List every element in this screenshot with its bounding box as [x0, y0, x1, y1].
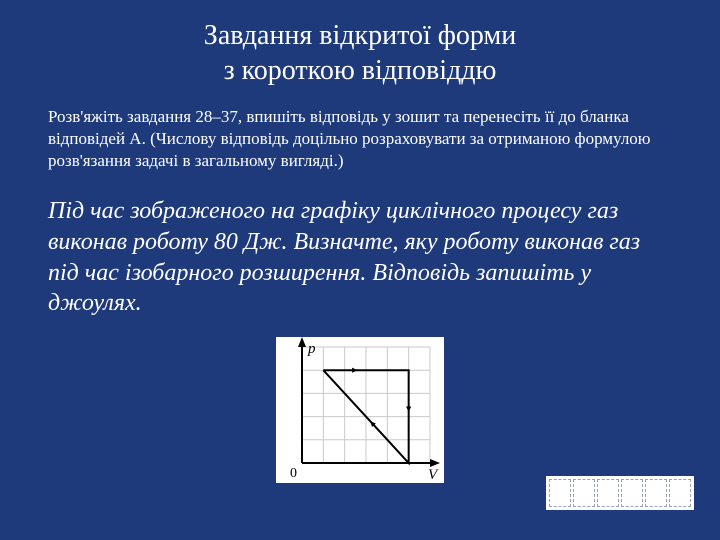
answer-cell[interactable] [549, 479, 571, 507]
problem-statement: Під час зображеного на графіку циклічног… [48, 196, 672, 319]
pv-chart: pV0 [276, 337, 444, 483]
svg-text:0: 0 [290, 466, 297, 481]
title-line-2: з короткою відповіддю [224, 55, 497, 86]
pv-chart-svg: pV0 [276, 337, 444, 483]
answer-cell[interactable] [573, 479, 595, 507]
slide-content: Завдання відкритої форми з короткою відп… [0, 0, 720, 483]
svg-text:p: p [307, 341, 316, 357]
title-line-1: Завдання відкритої форми [204, 20, 516, 51]
answer-grid[interactable] [546, 476, 694, 510]
answer-cell[interactable] [669, 479, 691, 507]
answer-cell[interactable] [645, 479, 667, 507]
answer-cell[interactable] [597, 479, 619, 507]
chart-area: pV0 [48, 337, 672, 483]
answer-cell[interactable] [621, 479, 643, 507]
slide-title: Завдання відкритої форми з короткою відп… [48, 18, 672, 88]
task-instructions: Розв'яжіть завдання 28–37, впишіть відпо… [48, 106, 672, 172]
